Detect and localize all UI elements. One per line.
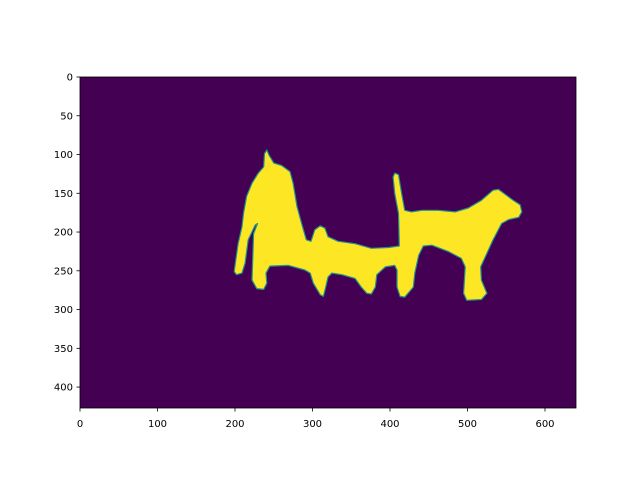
y-tick-label: 100 [54, 150, 73, 161]
x-axis: 0 100 200 300 400 500 600 [77, 408, 555, 430]
x-tick-label: 600 [535, 419, 554, 430]
y-tick-label: 300 [54, 305, 73, 316]
y-tick-label: 250 [54, 266, 73, 277]
y-tick-label: 0 [67, 73, 73, 84]
y-tick-label: 400 [54, 383, 73, 394]
mask-region [233, 149, 523, 301]
x-tick-label: 500 [458, 419, 477, 430]
y-tick-label: 50 [60, 111, 73, 122]
x-tick-label: 400 [380, 419, 399, 430]
axes-frame [79, 76, 577, 409]
y-tick-label: 350 [54, 344, 73, 355]
y-axis: 0 50 100 150 200 250 300 350 400 [54, 73, 80, 394]
y-tick-label: 200 [54, 228, 73, 239]
x-tick-label: 100 [148, 419, 167, 430]
y-tick-label: 150 [54, 189, 73, 200]
x-tick-label: 200 [225, 419, 244, 430]
x-tick-label: 0 [77, 419, 83, 430]
x-tick-label: 300 [303, 419, 322, 430]
